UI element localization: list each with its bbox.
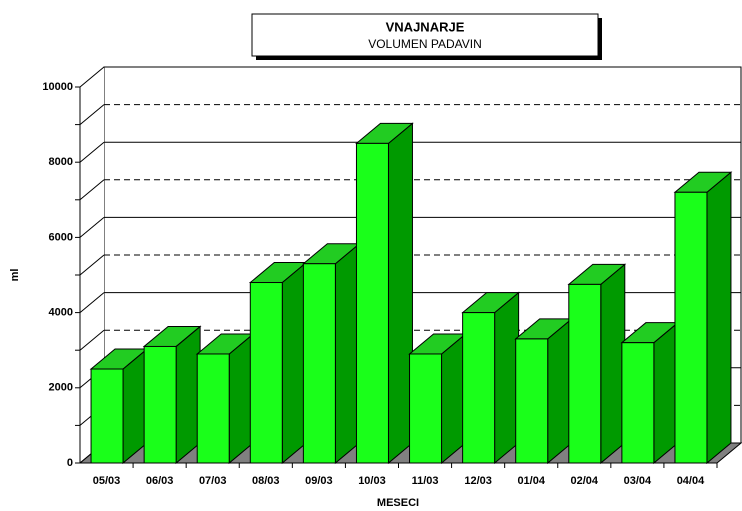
side-grid-line	[79, 66, 105, 88]
chart-title: VNAJNARJE	[386, 19, 465, 34]
x-tick-label: 04/04	[677, 475, 705, 487]
y-tick-label: 4000	[49, 307, 73, 319]
y-tick-label: 10000	[42, 81, 73, 93]
bar-side	[600, 263, 626, 465]
bar-side	[653, 321, 679, 465]
x-tick-label: 08/03	[252, 475, 280, 487]
x-tick-label: 09/03	[305, 475, 333, 487]
side-grid-line	[79, 217, 105, 238]
bar-side	[387, 122, 413, 465]
y-tick-label: 6000	[49, 231, 73, 243]
bar-side	[281, 261, 307, 465]
y-axis-label: ml	[9, 269, 21, 282]
bar	[90, 368, 124, 464]
bar-side	[441, 332, 467, 465]
y-tick-label: 8000	[49, 156, 73, 168]
x-tick-label: 05/03	[93, 475, 121, 487]
chart-subtitle: VOLUMEN PADAVIN	[368, 37, 482, 51]
x-tick-label: 02/04	[571, 475, 599, 487]
bar-side	[175, 325, 201, 465]
side-grid-line	[79, 254, 105, 276]
x-tick-label: 10/03	[358, 475, 386, 487]
bar-side	[334, 242, 360, 465]
x-tick-label: 12/03	[464, 475, 492, 487]
x-tick-label: 06/03	[146, 475, 174, 487]
y-tick-label: 2000	[49, 382, 73, 394]
side-grid-line	[79, 104, 105, 125]
bar-side	[228, 332, 254, 465]
y-tick-label: 0	[67, 457, 73, 469]
bar	[568, 283, 602, 464]
x-axis-label: MESECI	[377, 497, 419, 509]
x-tick-label: 01/04	[517, 475, 545, 487]
bar	[143, 345, 177, 464]
bar-side	[547, 317, 573, 465]
side-grid-line	[79, 329, 105, 351]
bar	[515, 338, 549, 464]
bar-side	[706, 171, 732, 465]
bar	[621, 342, 655, 464]
bar	[249, 282, 283, 464]
x-tick-label: 11/03	[412, 475, 439, 487]
side-grid-line	[79, 292, 105, 313]
bar	[355, 142, 389, 464]
side-grid-line	[79, 141, 105, 163]
x-tick-label: 07/03	[199, 475, 227, 487]
bar	[196, 353, 230, 464]
title-box	[251, 13, 599, 57]
side-grid-line	[79, 179, 105, 201]
bar	[462, 312, 496, 464]
x-tick-label: 03/04	[624, 475, 652, 487]
bar	[302, 263, 336, 464]
bar	[674, 191, 708, 464]
bar	[409, 353, 443, 464]
bar-side	[494, 291, 520, 465]
